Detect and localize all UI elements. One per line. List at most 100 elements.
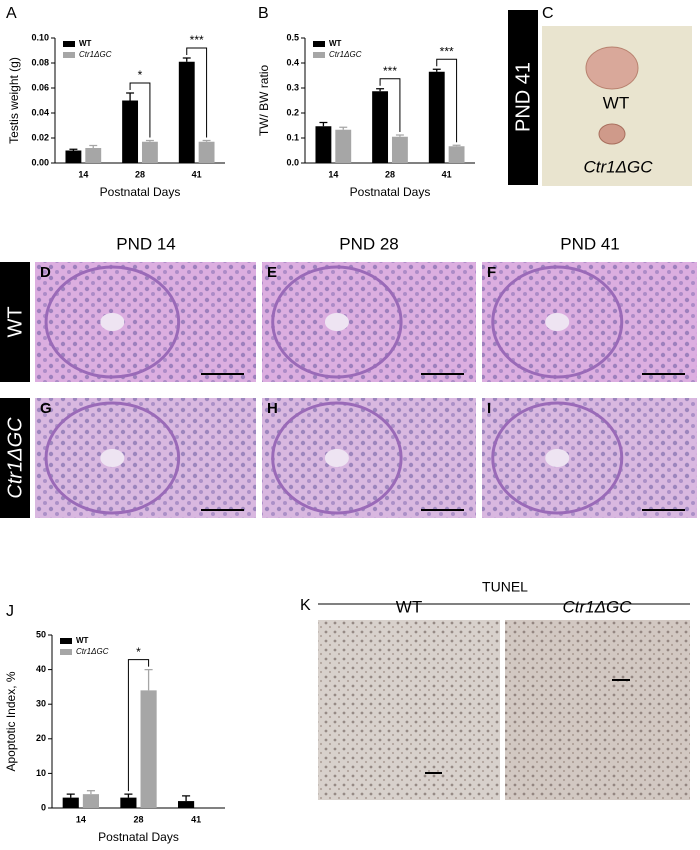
bar — [335, 129, 352, 163]
y-tick-label: 0.4 — [286, 57, 299, 67]
error-bar — [395, 134, 404, 137]
tunel-texture — [318, 620, 500, 800]
legend-label: Ctr1ΔGC — [76, 647, 109, 656]
significance-bracket — [129, 82, 151, 138]
error-bar — [202, 139, 211, 142]
histology-texture — [262, 262, 476, 382]
y-tick-label: 0.3 — [286, 82, 299, 92]
testis — [585, 46, 639, 90]
y-axis-label: Apoptotic Index, % — [4, 671, 18, 771]
significance-bracket — [379, 78, 401, 132]
x-tick-label: 41 — [442, 169, 452, 179]
row-label: Ctr1ΔGC — [4, 417, 26, 499]
x-tick-label: 28 — [135, 169, 145, 179]
legend-label: WT — [79, 39, 92, 48]
testis — [598, 123, 626, 145]
error-bar — [66, 793, 75, 798]
image-label: WT — [396, 597, 422, 616]
error-bar — [182, 57, 191, 62]
y-axis-label: TW/ BW ratio — [257, 65, 271, 137]
tubule — [44, 401, 181, 515]
bar — [140, 690, 157, 808]
x-tick-label: 28 — [133, 814, 143, 824]
y-tick-label: 0.1 — [286, 132, 299, 142]
error-bar — [339, 126, 348, 130]
lumen — [100, 313, 125, 331]
bar — [85, 148, 102, 163]
legend-swatch — [60, 649, 72, 655]
y-tick-label: 0.06 — [31, 82, 49, 92]
significance-label: *** — [190, 33, 204, 47]
y-tick-label: 40 — [36, 664, 46, 674]
label-bar — [0, 262, 30, 382]
bar — [141, 141, 158, 163]
panel-c-label: PND 41 — [512, 62, 534, 132]
significance-label: *** — [440, 44, 454, 58]
lumen — [324, 313, 349, 331]
significance-bracket — [127, 659, 150, 792]
legend-label: Ctr1ΔGC — [329, 50, 362, 59]
tubule — [271, 265, 403, 379]
histology-panels: D E F G H I — [35, 262, 697, 518]
y-tick-label: 0.5 — [286, 32, 299, 42]
lumen — [100, 449, 125, 467]
y-tick-label: 0.02 — [31, 132, 49, 142]
y-tick-label: 0 — [41, 802, 46, 812]
error-bar — [86, 790, 95, 795]
histology-texture — [35, 262, 256, 382]
bar — [65, 150, 82, 163]
error-bar — [182, 795, 191, 802]
significance-label: * — [138, 68, 143, 82]
y-axis-label: Testis weight (g) — [7, 57, 21, 144]
label-bar — [0, 398, 30, 518]
x-tick-label: 14 — [76, 814, 86, 824]
lumen — [545, 313, 570, 331]
bar — [372, 91, 389, 163]
x-tick-label: 41 — [191, 814, 201, 824]
label-bar — [508, 10, 538, 185]
column-label: PND 41 — [560, 234, 620, 253]
photo-label: Ctr1ΔGC — [583, 157, 653, 176]
bar — [315, 126, 332, 163]
histology-texture — [482, 262, 697, 382]
x-axis-label: Postnatal Days — [100, 185, 181, 199]
y-tick-label: 0.10 — [31, 32, 49, 42]
histology-texture — [482, 398, 697, 518]
bar — [448, 146, 465, 163]
image-label: Ctr1ΔGC — [562, 597, 632, 616]
tunel-texture — [505, 620, 690, 800]
error-bar — [319, 121, 328, 127]
photo-label: WT — [603, 93, 629, 112]
y-tick-label: 10 — [36, 768, 46, 778]
y-tick-label: 0.0 — [286, 157, 299, 167]
significance-label: *** — [383, 64, 397, 78]
bar — [62, 797, 79, 808]
row-label: WT — [4, 306, 26, 337]
y-tick-label: 30 — [36, 699, 46, 709]
legend-label: WT — [76, 636, 89, 645]
x-tick-label: 14 — [78, 169, 88, 179]
y-tick-label: 50 — [36, 629, 46, 639]
significance-bracket — [436, 58, 458, 143]
panel-letter: B — [258, 5, 269, 22]
legend-label: WT — [329, 39, 342, 48]
histology-texture — [262, 398, 476, 518]
lumen — [545, 449, 570, 467]
legend-swatch — [63, 41, 75, 47]
significance-label: * — [136, 645, 141, 659]
error-bar — [89, 144, 98, 148]
error-bar — [69, 148, 78, 151]
panel-letter: E — [267, 264, 277, 281]
tubule — [44, 265, 181, 379]
error-bar — [126, 92, 135, 101]
y-tick-label: 0.08 — [31, 57, 49, 67]
error-bar — [452, 144, 461, 147]
panel-letter: K — [300, 597, 311, 614]
legend-swatch — [63, 52, 75, 58]
legend-swatch — [60, 638, 72, 644]
column-label: PND 28 — [339, 234, 399, 253]
legend-swatch — [313, 41, 325, 47]
panel-letter: H — [267, 400, 278, 417]
error-bar — [432, 68, 441, 72]
significance-bracket — [186, 47, 208, 138]
